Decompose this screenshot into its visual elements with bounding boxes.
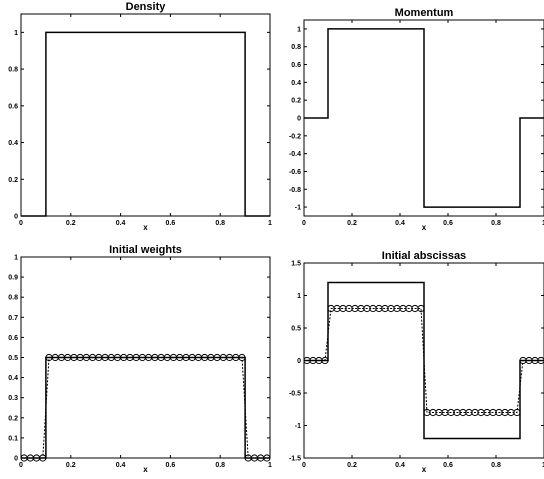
y-tick-label: -0.8 (289, 187, 301, 194)
y-tick-label: -1.5 (289, 456, 301, 463)
x-tick-label: 0.8 (491, 220, 501, 227)
x-tick-label: 0.4 (116, 462, 126, 469)
y-tick-label: 0.5 (8, 355, 18, 362)
panel-2: Momentum 0 0.2 0.4 0.6 0.8 1 -1 -0.8 -0.6 -0.4 -0.2… (289, 7, 544, 232)
x-tick-label: 0.2 (66, 462, 76, 469)
y-tick-label: -0.6 (289, 169, 301, 176)
y-tick-label: 1 (14, 30, 18, 37)
x-tick-label: 1 (542, 462, 544, 469)
x-tick-label: 0.8 (491, 462, 501, 469)
y-tick-label: 0.6 (291, 62, 301, 69)
x-tick-label: 1 (268, 462, 272, 469)
data-point (263, 454, 271, 462)
y-tick-label: 0.2 (8, 177, 18, 184)
y-tick-label: 0.6 (8, 103, 18, 110)
y-tick-label: 0.3 (8, 395, 18, 402)
y-tick-label: 0 (14, 456, 18, 463)
data-point (39, 454, 47, 462)
y-tick-label: -0.5 (289, 391, 301, 398)
data-point (513, 408, 521, 417)
y-tick-label: -0.2 (289, 133, 301, 140)
y-tick-label: 0.2 (8, 415, 18, 422)
x-tick-label: 0.2 (66, 220, 76, 227)
x-axis-label: x (422, 465, 427, 474)
y-tick-label: 0.9 (8, 275, 18, 282)
x-tick-label: 0 (19, 220, 23, 227)
y-tick-label: 0 (14, 214, 18, 221)
x-tick-label: 0.4 (395, 462, 405, 469)
x-tick-label: 0.2 (347, 220, 357, 227)
y-tick-label: 0.4 (291, 80, 301, 87)
data-point (537, 356, 544, 365)
chart-title: Initial abscissas (382, 250, 466, 262)
x-tick-label: 0.6 (443, 462, 453, 469)
chart-title: Density (126, 1, 167, 13)
y-tick-label: -1 (295, 423, 301, 430)
panel-3: Initial weights 0 0.2 0.4 0.6 0.8 1 0 0.1 0.2 0.3 0… (8, 244, 272, 474)
x-tick-label: 1 (542, 220, 544, 227)
x-tick-label: 0.4 (116, 220, 126, 227)
y-tick-label: -1 (295, 205, 301, 212)
y-tick-label: 0 (297, 116, 301, 123)
x-tick-label: 0 (302, 462, 306, 469)
y-tick-label: -0.4 (289, 151, 301, 158)
y-tick-label: 0.1 (8, 435, 18, 442)
y-tick-label: 1 (297, 293, 301, 300)
x-tick-label: 0.8 (215, 220, 225, 227)
x-tick-label: 0.6 (166, 220, 176, 227)
y-tick-label: 0.7 (8, 315, 18, 322)
y-tick-label: 1 (297, 26, 301, 33)
series-line (304, 281, 544, 440)
x-axis-label: x (422, 223, 427, 232)
chart-title: Initial weights (109, 244, 182, 256)
x-axis-label: x (143, 465, 148, 474)
x-tick-label: 0.2 (347, 462, 357, 469)
panel-1: Density 0 0.2 0.4 0.6 0.8 1 0 0.2 0.4 0.6 0.8 1 x (8, 1, 272, 232)
y-tick-label: 0 (297, 358, 301, 365)
series-line (21, 356, 270, 459)
x-tick-label: 1 (268, 220, 272, 227)
series-line (21, 31, 270, 217)
data-point (238, 353, 246, 362)
x-tick-label: 0.4 (395, 220, 405, 227)
panel-4: Initial abscissas 0 0.2 0.4 0.6 0.8 1 -1.5 -1 -0.… (289, 250, 544, 474)
plot-frame (20, 13, 271, 217)
series-line (304, 28, 544, 208)
y-tick-label: 0.4 (8, 375, 18, 382)
y-tick-label: 0.8 (291, 44, 301, 51)
y-tick-label: 0.4 (8, 140, 18, 147)
y-tick-label: 0.8 (8, 295, 18, 302)
x-tick-label: 0 (19, 462, 23, 469)
y-tick-label: 1 (14, 255, 18, 262)
x-tick-label: 0 (302, 220, 306, 227)
x-tick-label: 0.6 (166, 462, 176, 469)
y-tick-label: 0.5 (291, 326, 301, 333)
data-point (417, 304, 425, 313)
x-tick-label: 0.8 (215, 462, 225, 469)
y-tick-label: 0.2 (291, 98, 301, 105)
marker-connector (24, 357, 267, 459)
x-tick-label: 0.6 (443, 220, 453, 227)
y-tick-label: 0.8 (8, 67, 18, 74)
y-tick-label: 0.6 (8, 335, 18, 342)
x-axis-label: x (143, 223, 148, 232)
y-tick-label: 1.5 (291, 261, 301, 268)
chart-title: Momentum (395, 7, 454, 19)
data-point (321, 356, 329, 365)
